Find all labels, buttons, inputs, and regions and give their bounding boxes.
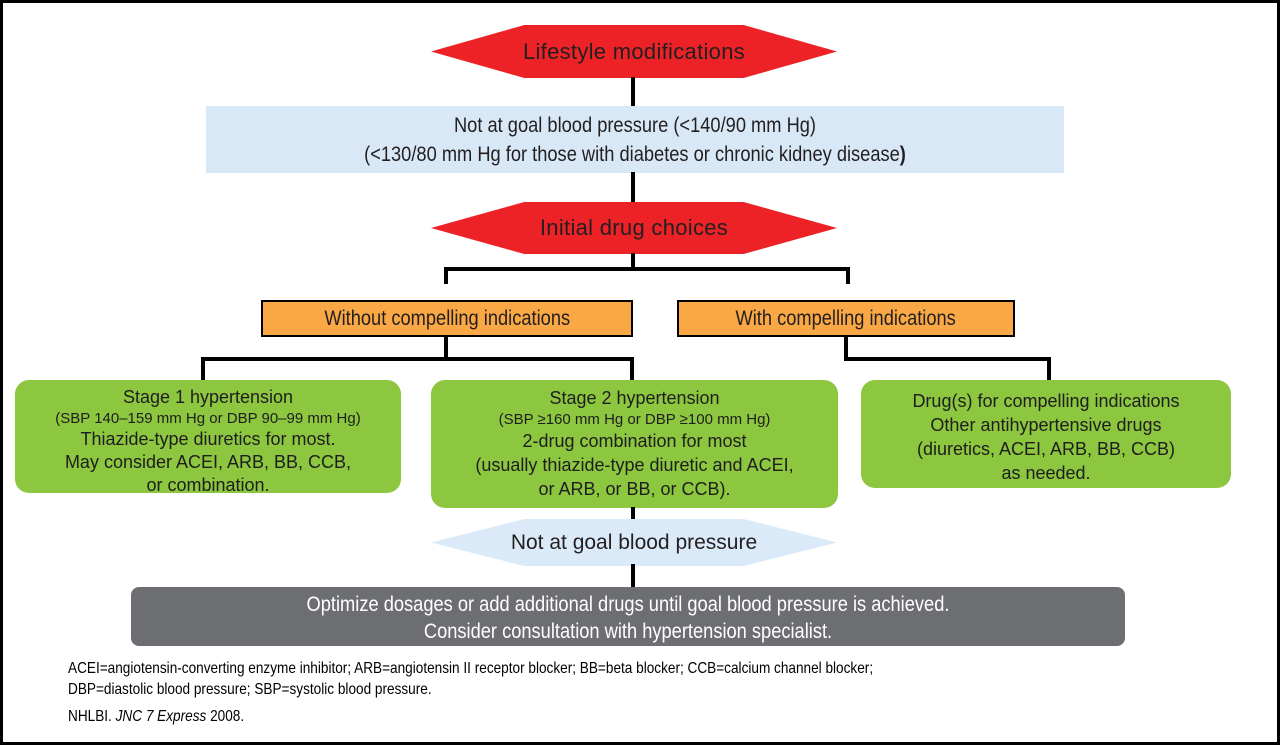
connector-line [846,267,850,284]
stage2-line1: Stage 2 hypertension [549,388,720,408]
connector-line [631,507,635,521]
initial-drug-choices-node: Initial drug choices [431,202,837,254]
connector-line [201,357,205,381]
compelling-line2: Other antihypertensive drugs [930,415,1162,435]
compelling-indications-drugs-box: Drug(s) for compelling indications Other… [861,380,1231,488]
stage2-line3: 2-drug combination for most [522,431,747,451]
abbreviations-line2: DBP=diastolic blood pressure; SBP=systol… [68,681,432,698]
with-compelling-indications-label: With compelling indications [735,306,957,330]
stage1-line5: or combination. [146,475,270,495]
without-compelling-indications-label: Without compelling indications [324,306,570,330]
optimize-dosages-text: Optimize dosages or add additional drugs… [196,591,1061,645]
connector-line [631,564,635,589]
source-suffix: 2008. [206,708,245,725]
optimize-line2: Consider consultation with hypertension … [423,620,833,643]
not-at-goal-bp-label: Not at goal blood pressure [510,530,758,554]
connector-line [444,267,850,271]
compelling-line4: as needed. [1001,463,1091,483]
optimize-line1: Optimize dosages or add additional drugs… [306,593,950,616]
stage1-line1: Stage 1 hypertension [122,387,294,407]
not-at-goal-bp-line1: Not at goal blood pressure (<140/90 mm H… [453,114,817,137]
connector-line [444,267,448,284]
connector-line [844,357,1051,361]
connector-line [630,357,634,381]
lifestyle-modifications-label: Lifestyle modifications [522,38,746,64]
stage1-line3: Thiazide-type diuretics for most. [80,429,336,449]
connector-line [444,336,448,361]
connector-line [1047,357,1051,381]
stage2-line2: (SBP ≥160 mm Hg or DBP ≥100 mm Hg) [498,411,771,428]
stage1-line2: (SBP 140–159 mm Hg or DBP 90–99 mm Hg) [55,410,361,427]
connector-line [631,77,635,107]
initial-drug-choices-label: Initial drug choices [539,215,729,240]
connector-line [201,357,634,361]
not-at-goal-bp-text: Not at goal blood pressure (<140/90 mm H… [262,111,1008,169]
not-at-goal-bp-box: Not at goal blood pressure (<140/90 mm H… [206,106,1064,173]
stage2-hypertension-box: Stage 2 hypertension (SBP ≥160 mm Hg or … [431,380,838,508]
optimize-dosages-box: Optimize dosages or add additional drugs… [131,587,1125,646]
lifestyle-modifications-node: Lifestyle modifications [431,25,837,78]
source-title: JNC 7 Express [115,708,207,725]
without-compelling-indications-box: Without compelling indications [261,300,633,337]
abbreviations-line1: ACEI=angiotensin-converting enzyme inhib… [68,660,874,677]
connector-line [631,253,635,270]
with-compelling-indications-box: With compelling indications [677,300,1015,337]
abbreviations-footnote: ACEI=angiotensin-converting enzyme inhib… [68,658,873,700]
source-prefix: NHLBI. [68,708,116,725]
stage1-line4: May consider ACEI, ARB, BB, CCB, [64,452,352,472]
compelling-line1: Drug(s) for compelling indications [912,391,1180,411]
connector-line [631,172,635,203]
not-at-goal-bp-node: Not at goal blood pressure [431,519,837,566]
stage2-line4: (usually thiazide-type diuretic and ACEI… [475,455,794,475]
stage2-line5: or ARB, or BB, or CCB). [538,479,731,499]
not-at-goal-bp-line2: (<130/80 mm Hg for those with diabetes o… [364,143,906,166]
source-citation: NHLBI. JNC 7 Express 2008. [68,706,244,727]
connector-line [844,336,848,361]
compelling-line3: (diuretics, ACEI, ARB, BB, CCB) [916,439,1176,459]
stage1-hypertension-box: Stage 1 hypertension (SBP 140–159 mm Hg … [15,380,401,495]
